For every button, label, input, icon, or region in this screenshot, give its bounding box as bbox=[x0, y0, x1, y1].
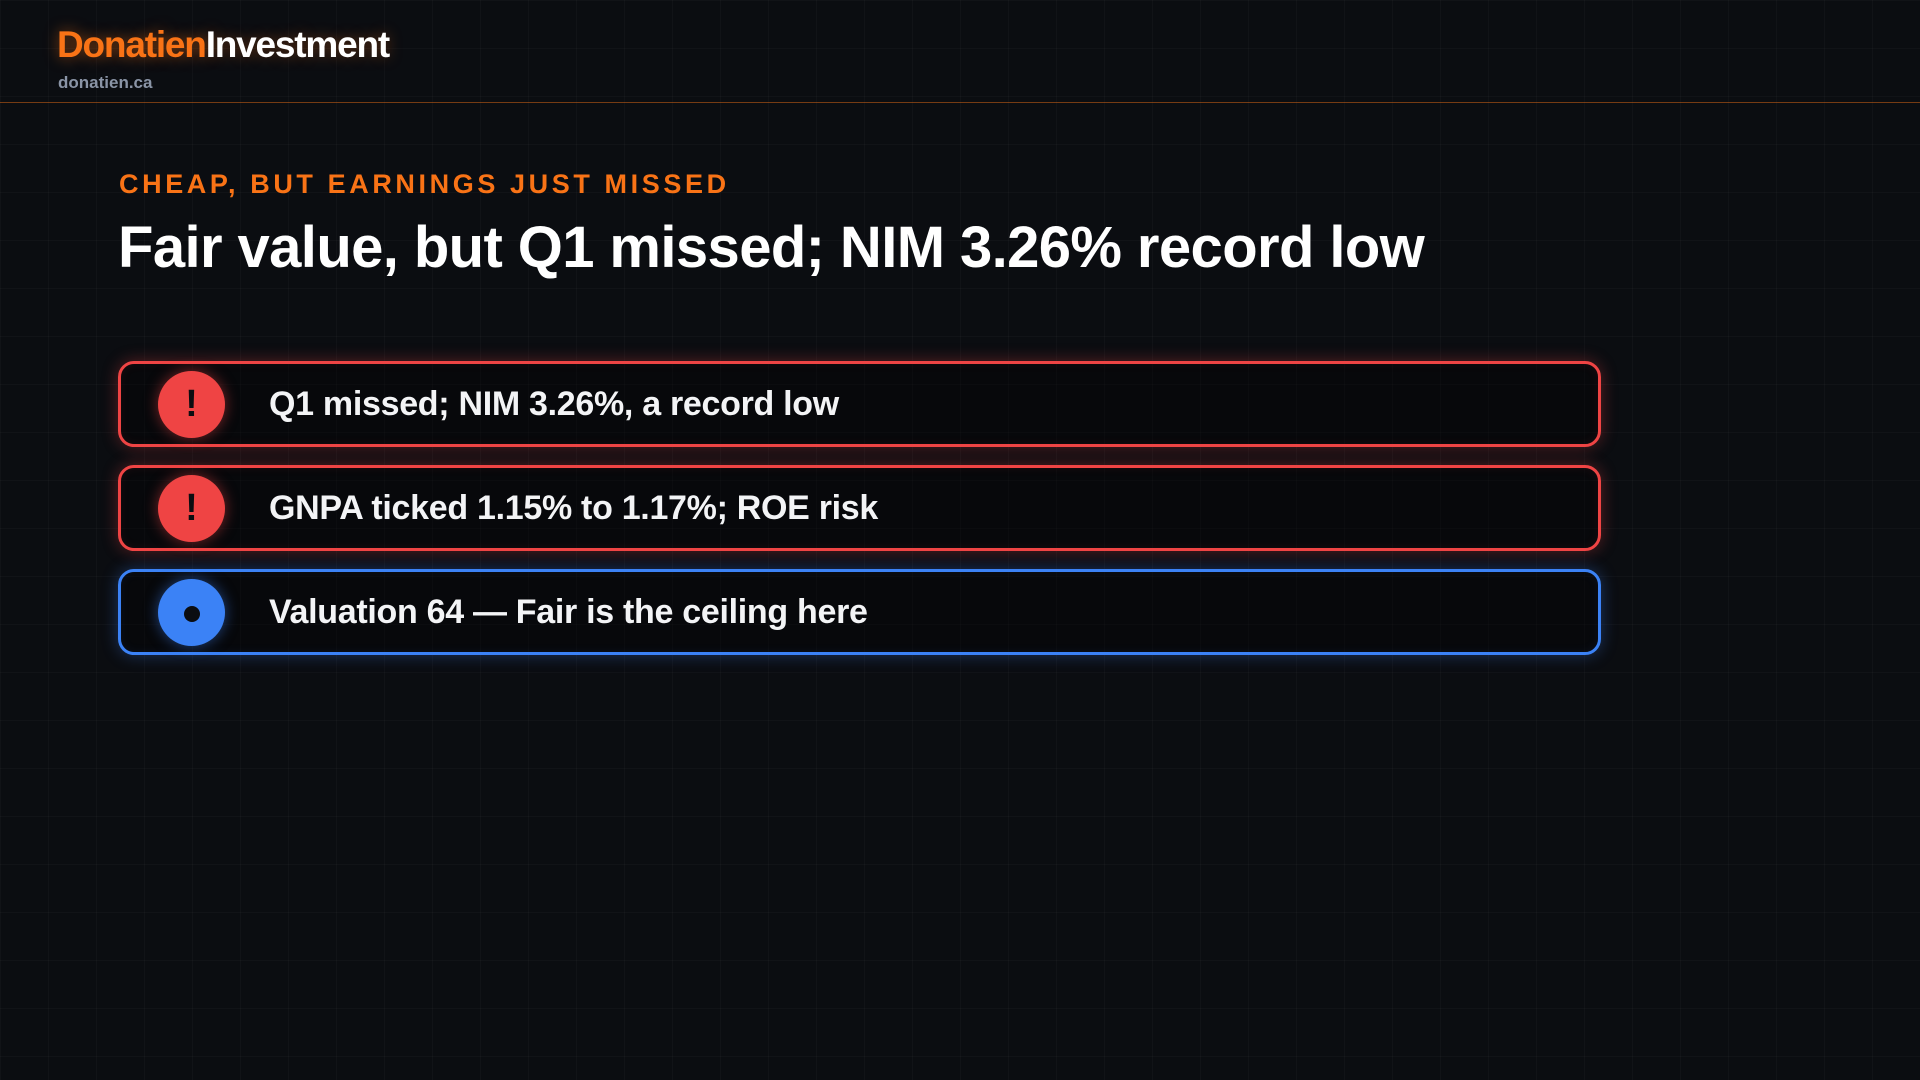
info-badge bbox=[158, 579, 225, 646]
point-text: Valuation 64 — Fair is the ceiling here bbox=[269, 593, 868, 631]
slide-kicker: CHEAP, BUT EARNINGS JUST MISSED bbox=[119, 169, 730, 199]
exclamation-icon: ! bbox=[185, 383, 198, 425]
point-card-warning: ! GNPA ticked 1.15% to 1.17%; ROE risk bbox=[118, 465, 1601, 551]
slide-title: Fair value, but Q1 missed; NIM 3.26% rec… bbox=[118, 215, 1425, 280]
point-text: GNPA ticked 1.15% to 1.17%; ROE risk bbox=[269, 489, 878, 527]
dot-icon bbox=[184, 606, 200, 622]
brand-name-primary: Donatien bbox=[57, 24, 207, 65]
point-list: ! Q1 missed; NIM 3.26%, a record low ! G… bbox=[118, 361, 1601, 673]
brand-name-secondary: Investment bbox=[205, 24, 391, 65]
brand-domain: donatien.ca bbox=[58, 73, 153, 92]
exclamation-icon: ! bbox=[185, 487, 198, 529]
point-text: Q1 missed; NIM 3.26%, a record low bbox=[269, 385, 839, 423]
brand-logo: DonatienInvestment bbox=[57, 22, 391, 68]
point-card-info: Valuation 64 — Fair is the ceiling here bbox=[118, 569, 1601, 655]
header: DonatienInvestment donatien.ca bbox=[0, 0, 1920, 103]
point-card-warning: ! Q1 missed; NIM 3.26%, a record low bbox=[118, 361, 1601, 447]
warning-badge: ! bbox=[158, 475, 225, 542]
warning-badge: ! bbox=[158, 371, 225, 438]
